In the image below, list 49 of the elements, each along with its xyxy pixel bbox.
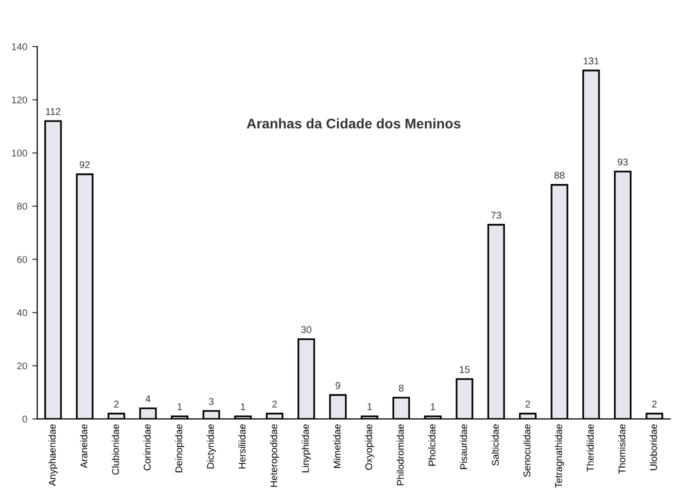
x-tick-label: Mimetidae	[333, 424, 341, 468]
data-label: 30	[301, 326, 312, 334]
y-tick-label: 100	[12, 150, 28, 157]
x-tick-label: Tetragnathidae	[554, 424, 564, 488]
x-tick-label: Corinnidae	[143, 424, 151, 470]
data-label: 1	[178, 403, 182, 410]
data-label: 8	[398, 384, 404, 392]
y-tick-label: 40	[16, 309, 28, 316]
data-label: 2	[272, 400, 277, 408]
x-tick-label: Philodromidae	[396, 424, 404, 486]
y-tick-label: 140	[12, 43, 28, 50]
x-tick-label: Anyphaenidae	[48, 424, 58, 486]
y-tick-label: 80	[17, 202, 28, 210]
x-tick-label: Heteropodidae	[270, 424, 280, 487]
x-tick-label: Senoculidae	[523, 424, 530, 477]
data-label: 2	[526, 400, 530, 408]
data-label: 4	[146, 395, 150, 402]
y-tick-label: 120	[12, 96, 28, 104]
data-label: 92	[80, 161, 90, 168]
data-label: 1	[368, 403, 372, 410]
x-tick-label: Linyphiidae	[302, 424, 311, 472]
data-label: 73	[491, 212, 502, 219]
y-tick-label: 20	[17, 362, 28, 370]
data-label: 2	[652, 400, 657, 408]
data-label: 93	[618, 158, 628, 166]
x-tick-label: Hersiliidae	[238, 424, 246, 468]
x-tick-label: Thomisidae	[618, 424, 626, 474]
data-label: 1	[240, 403, 246, 410]
data-label: 131	[584, 58, 599, 64]
data-label: 112	[46, 108, 60, 115]
data-label: 9	[336, 382, 340, 389]
x-tick-label: Pholcidae	[428, 424, 436, 466]
x-tick-label: Theridiidae	[586, 424, 594, 472]
y-tick-label: 0	[22, 416, 28, 423]
x-tick-label: Pisauridae	[460, 424, 468, 469]
data-label: 88	[554, 172, 564, 179]
data-label: 3	[208, 398, 214, 405]
x-tick-label: Dictynidae	[206, 424, 216, 468]
data-label: 1	[430, 403, 436, 410]
data-label: 15	[460, 366, 470, 373]
x-tick-label: Salticidae	[492, 424, 499, 466]
x-tick-label: Araneidae	[80, 424, 88, 468]
x-tick-label: Clubionidae	[112, 424, 119, 475]
y-tick-label: 60	[17, 256, 28, 263]
x-tick-label: Uloboridae	[650, 424, 658, 470]
text: Aranhas da Cidade dos Meninos	[246, 118, 460, 128]
data-label: 2	[114, 400, 119, 408]
x-tick-label: Deinopidae	[175, 424, 184, 472]
x-tick-label: Oxyopidae	[365, 424, 374, 470]
